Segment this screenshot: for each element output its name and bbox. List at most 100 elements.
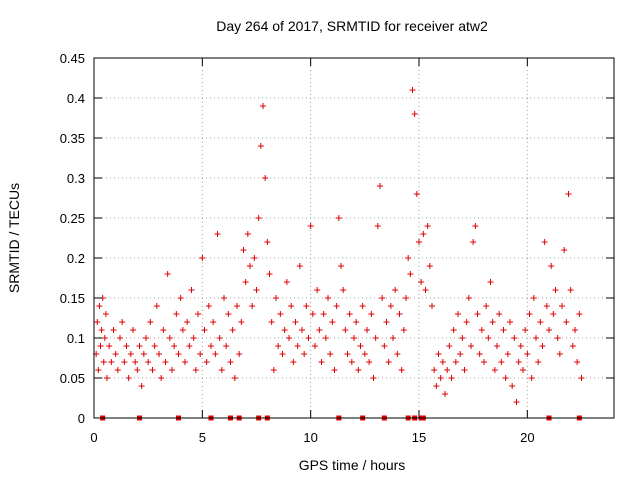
- scatter-point: [199, 255, 206, 261]
- chart-title: Day 264 of 2017, SRMTID for receiver atw…: [216, 18, 488, 34]
- scatter-point: [299, 327, 305, 333]
- scatter-point: [435, 351, 442, 357]
- scatter-point: [151, 343, 158, 349]
- scatter-point: [305, 335, 312, 341]
- scatter-point: [340, 287, 347, 293]
- scatter-point: [372, 335, 379, 341]
- scatter-point: [227, 359, 234, 365]
- scatter-point: [136, 343, 143, 349]
- y-tick-labels: 0 0.05 0.1 0.15 0.2 0.25 0.3 0.35 0.4 0.45: [60, 51, 85, 426]
- scatter-point: [379, 295, 386, 301]
- scatter-point: [348, 359, 355, 365]
- scatter-point: [177, 295, 184, 301]
- scatter-point: [567, 287, 574, 293]
- scatter-point: [359, 303, 366, 309]
- scatter-point: [513, 399, 520, 405]
- scatter-point: [169, 367, 175, 373]
- scatter-point: [184, 319, 191, 325]
- scatter-point: [234, 303, 240, 309]
- scatter-point: [101, 335, 108, 341]
- scatter-point: [296, 263, 303, 269]
- scatter-point: [294, 343, 301, 349]
- scatter-point: [97, 343, 104, 349]
- scatter-point: [143, 335, 149, 341]
- scatter-point: [106, 343, 113, 349]
- scatter-point: [396, 311, 403, 317]
- scatter-point: [539, 343, 546, 349]
- scatter-point: [251, 255, 258, 261]
- scatter-point: [242, 279, 249, 285]
- scatter-point: [394, 351, 401, 357]
- scatter-point: [195, 311, 201, 317]
- scatter-point: [175, 351, 182, 357]
- scatter-point: [351, 335, 357, 341]
- scatter-point: [182, 359, 188, 365]
- scatter-point: [535, 359, 542, 365]
- scatter-point: [420, 231, 427, 237]
- scatter-point: [130, 327, 136, 333]
- x-tick-label: 20: [520, 430, 534, 445]
- scatter-point: [316, 327, 323, 333]
- x-tick-label: 15: [412, 430, 426, 445]
- scatter-point: [494, 343, 500, 349]
- scatter-point: [173, 311, 180, 317]
- scatter-point: [543, 303, 550, 309]
- scatter-point: [329, 319, 336, 325]
- scatter-point: [257, 143, 264, 149]
- scatter-point: [121, 359, 128, 365]
- scatter-point: [400, 327, 407, 333]
- scatter-point: [255, 215, 262, 221]
- scatter-point: [431, 367, 438, 373]
- scatter-point: [197, 351, 204, 357]
- grid-lines: [94, 58, 614, 418]
- scatter-point: [171, 343, 178, 349]
- scatter-point: [286, 335, 292, 341]
- scatter-point: [186, 343, 193, 349]
- scatter-point: [387, 303, 394, 309]
- y-tick-label: 0.15: [60, 291, 85, 306]
- scatter-point: [223, 343, 230, 349]
- scatter-point: [132, 359, 139, 365]
- scatter-point: [322, 335, 329, 341]
- scatter-point: [405, 255, 412, 261]
- scatter-point: [504, 351, 511, 357]
- scatter-point: [96, 303, 103, 309]
- scatter-point: [522, 327, 529, 333]
- scatter-point: [160, 327, 167, 333]
- scatter-point: [320, 311, 327, 317]
- scatter-point: [541, 239, 548, 245]
- scatter-point: [407, 271, 414, 277]
- scatter-point: [563, 319, 570, 325]
- scatter-point: [229, 327, 236, 333]
- scatter-point: [149, 367, 156, 373]
- scatter-point: [346, 311, 353, 317]
- scatter-point: [416, 239, 422, 245]
- scatter-point: [377, 183, 383, 189]
- scatter-point: [94, 319, 101, 325]
- scatter-point: [550, 311, 557, 317]
- scatter-point: [268, 319, 275, 325]
- scatter-point: [498, 359, 505, 365]
- scatter-point: [357, 343, 364, 349]
- scatter-point: [95, 367, 102, 373]
- scatter-point: [452, 359, 459, 365]
- scatter-point: [517, 343, 524, 349]
- scatter-point: [411, 111, 418, 117]
- scatter-point: [413, 191, 420, 197]
- scatter-point: [578, 375, 585, 381]
- scatter-point: [231, 375, 238, 381]
- scatter-point: [253, 287, 260, 293]
- scatter-point: [537, 319, 544, 325]
- scatter-point: [569, 343, 576, 349]
- plot-frame: [93, 57, 615, 419]
- scatter-point: [192, 367, 199, 373]
- scatter-point: [465, 295, 472, 301]
- scatter-point: [476, 351, 483, 357]
- scatter-point: [470, 239, 477, 245]
- scatter-point: [468, 343, 474, 349]
- scatter-point: [572, 327, 578, 333]
- scatter-point: [98, 327, 105, 333]
- y-tick-label: 0.1: [67, 331, 85, 346]
- scatter-point: [528, 375, 535, 381]
- scatter-point: [123, 343, 130, 349]
